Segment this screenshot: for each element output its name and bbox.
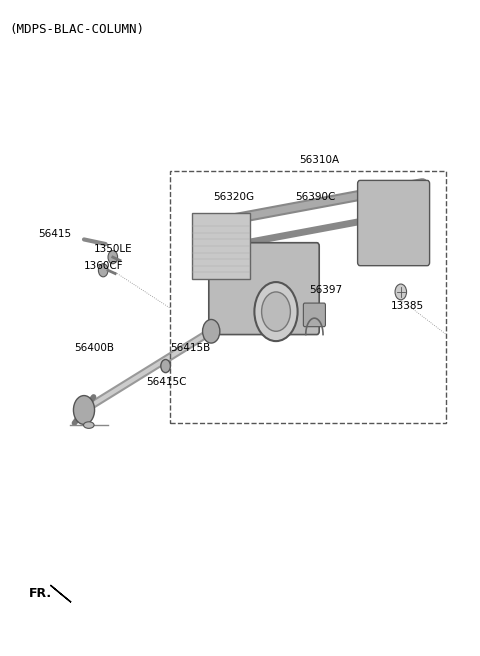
Ellipse shape: [84, 422, 94, 428]
Circle shape: [73, 396, 95, 424]
Text: 56397: 56397: [310, 285, 343, 295]
Polygon shape: [50, 585, 71, 602]
Text: FR.: FR.: [29, 587, 52, 600]
Bar: [192, 213, 250, 279]
FancyBboxPatch shape: [303, 303, 325, 327]
Circle shape: [98, 264, 108, 277]
Bar: [170, 171, 446, 423]
Text: 56415: 56415: [38, 229, 72, 239]
Circle shape: [395, 284, 407, 300]
Text: 56400B: 56400B: [74, 342, 114, 353]
Text: (MDPS-BLAC-COLUMN): (MDPS-BLAC-COLUMN): [10, 23, 144, 36]
Circle shape: [161, 359, 170, 373]
Text: 56310A: 56310A: [299, 155, 339, 165]
Circle shape: [108, 251, 118, 264]
FancyBboxPatch shape: [358, 180, 430, 266]
Text: 1350LE: 1350LE: [94, 244, 132, 255]
Circle shape: [203, 319, 220, 343]
Circle shape: [262, 292, 290, 331]
Text: 56415C: 56415C: [146, 377, 187, 387]
FancyBboxPatch shape: [209, 243, 319, 335]
Circle shape: [254, 282, 298, 341]
Text: 1360CF: 1360CF: [84, 260, 124, 271]
Text: 56320G: 56320G: [214, 192, 255, 202]
Text: 56415B: 56415B: [170, 342, 211, 353]
Text: 13385: 13385: [391, 301, 424, 312]
Text: 56390C: 56390C: [295, 192, 336, 202]
